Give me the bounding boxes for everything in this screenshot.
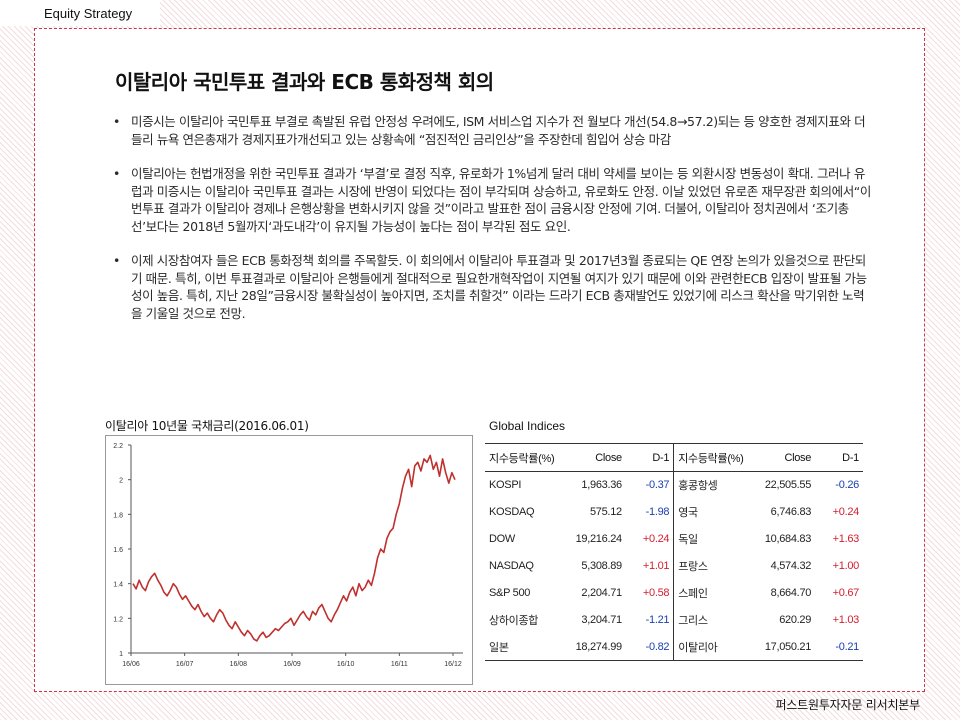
index-change: +1.01 bbox=[642, 560, 670, 572]
index-name: 독일 bbox=[673, 525, 751, 553]
index-name: 홍콩항셍 bbox=[673, 471, 751, 499]
x-tick-label: 16/11 bbox=[391, 661, 408, 668]
bullet-item: • 미증시는 이탈리아 국민투표 부결로 촉발된 유럽 안정성 우려에도, IS… bbox=[113, 113, 873, 148]
col-header-close: Close bbox=[561, 443, 626, 472]
global-indices-table: 지수등락률(%) Close D-1 지수등락률(%) Close D-1 KO… bbox=[485, 443, 863, 661]
col-header-close: Close bbox=[750, 443, 816, 472]
col-header-change: D-1 bbox=[815, 443, 863, 472]
index-change: +0.58 bbox=[642, 587, 670, 599]
col-header-name: 지수등락률(%) bbox=[485, 443, 562, 472]
index-change: +0.67 bbox=[832, 587, 860, 599]
x-tick-label: 16/06 bbox=[122, 661, 140, 668]
index-change: -0.26 bbox=[835, 479, 859, 492]
table-row: KOSDAQ 575.12 -1.98 영국 6,746.83 +0.24 bbox=[485, 498, 863, 526]
index-change: -0.37 bbox=[645, 479, 670, 492]
x-tick-label: 16/10 bbox=[337, 661, 355, 668]
index-close: 5,308.89 bbox=[581, 560, 622, 572]
index-name: S&P 500 bbox=[489, 587, 531, 599]
y-tick-label: 1.2 bbox=[113, 616, 123, 623]
table-title: Global Indices bbox=[489, 419, 566, 433]
index-close: 3,204.71 bbox=[581, 614, 622, 626]
chart-canvas: 1 1.2 1.4 1.6 1.8 2 2.2 16/06 16/07 16/08 16/09 16/… bbox=[105, 435, 473, 685]
index-change: +1.00 bbox=[832, 560, 860, 572]
index-close: 4,574.32 bbox=[770, 560, 812, 572]
table-row: DOW 19,216.24 +0.24 독일 10,684.83 +1.63 bbox=[485, 525, 863, 553]
footer-label: 퍼스트원투자자문 리서치본부 bbox=[775, 698, 920, 712]
index-name: DOW bbox=[489, 533, 515, 545]
page-title: 이탈리아 국민투표 결과와 ECB 통화정책 회의 bbox=[115, 70, 494, 94]
index-change: -1.98 bbox=[645, 506, 670, 518]
index-close: 17,050.21 bbox=[750, 633, 816, 661]
bond-yield-chart: 이탈리아 10년물 국채금리(2016.06.01) 1 1.2 1.4 1.6 1.8… bbox=[105, 417, 475, 689]
index-change: +0.24 bbox=[642, 533, 670, 545]
index-close: 2,204.71 bbox=[581, 587, 622, 599]
x-tick-label: 16/09 bbox=[283, 661, 301, 668]
y-tick-label: 2 bbox=[119, 478, 123, 485]
table-row: 일본 18,274.99 -0.82 이탈리아 17,050.21 -0.21 bbox=[485, 633, 863, 661]
y-tick-label: 1.8 bbox=[113, 512, 123, 519]
y-tick-label: 1.4 bbox=[113, 582, 123, 589]
index-close: 22,505.55 bbox=[764, 479, 812, 492]
index-close: 18,274.99 bbox=[561, 633, 626, 661]
index-close: 10,684.83 bbox=[764, 533, 812, 545]
index-close: 575.12 bbox=[589, 506, 622, 518]
index-name: 그리스 bbox=[673, 606, 751, 634]
table-header-row: 지수등락률(%) Close D-1 지수등락률(%) Close D-1 bbox=[485, 443, 863, 472]
index-name: 스페인 bbox=[673, 579, 751, 607]
index-name: NASDAQ bbox=[489, 560, 534, 572]
x-tick-label: 16/12 bbox=[444, 661, 462, 668]
bullet-item: • 이제 시장참여자 들은 ECB 통화정책 회의를 주목할듯. 이 회의에서 … bbox=[113, 252, 873, 322]
bullet-text: 미증시는 이탈리아 국민투표 부결로 촉발된 유럽 안정성 우려에도, ISM … bbox=[131, 114, 866, 147]
y-tick-label: 1 bbox=[119, 651, 123, 658]
index-name: 영국 bbox=[673, 498, 751, 526]
col-header-change: D-1 bbox=[625, 443, 674, 472]
index-close: 19,216.24 bbox=[575, 533, 623, 545]
index-change: -0.21 bbox=[815, 633, 863, 661]
index-name: KOSDAQ bbox=[489, 506, 535, 518]
bullet-list: • 미증시는 이탈리아 국민투표 부결로 촉발된 유럽 안정성 우려에도, IS… bbox=[113, 113, 873, 339]
col-header-name: 지수등락률(%) bbox=[673, 443, 751, 472]
x-tick-label: 16/07 bbox=[176, 661, 194, 668]
index-change: +1.03 bbox=[832, 614, 860, 626]
yield-series-line bbox=[132, 454, 456, 642]
table-row: 상하이종합 3,204.71 -1.21 그리스 620.29 +1.03 bbox=[485, 606, 863, 634]
index-name: 이탈리아 bbox=[673, 633, 751, 661]
index-close: 620.29 bbox=[779, 614, 812, 626]
index-name: KOSPI bbox=[489, 479, 522, 492]
chart-frame bbox=[105, 435, 473, 685]
bullet-item: • 이탈리아는 헌법개정을 위한 국민투표 결과가 ‘부결’로 결정 직후, 유… bbox=[113, 165, 873, 235]
bullet-dot-icon: • bbox=[113, 166, 120, 181]
bullet-dot-icon: • bbox=[113, 114, 120, 129]
index-change: +0.24 bbox=[832, 506, 860, 518]
bullet-text: 이제 시장참여자 들은 ECB 통화정책 회의를 주목할듯. 이 회의에서 이탈… bbox=[131, 253, 867, 321]
chart-title: 이탈리아 10년물 국채금리(2016.06.01) bbox=[105, 419, 309, 433]
index-name: 상하이종합 bbox=[489, 615, 539, 627]
y-tick-label: 2.2 bbox=[113, 443, 123, 450]
table-row: S&P 500 2,204.71 +0.58 스페인 8,664.70 +0.67 bbox=[485, 579, 863, 607]
table-row: KOSPI 1,963.36 -0.37 홍콩항셍 22,505.55 -0.26 bbox=[485, 471, 863, 499]
section-label: Equity Strategy bbox=[0, 0, 160, 26]
index-close: 8,664.70 bbox=[770, 587, 812, 599]
x-tick-label: 16/08 bbox=[230, 661, 248, 668]
global-indices-panel: Global Indices 지수등락률(%) Close D-1 지수등락률(… bbox=[485, 417, 865, 689]
table-body: KOSPI 1,963.36 -0.37 홍콩항셍 22,505.55 -0.26 KOSD… bbox=[485, 471, 863, 661]
y-tick-label: 1.6 bbox=[113, 547, 123, 554]
index-close: 1,963.36 bbox=[581, 479, 622, 492]
bullet-dot-icon: • bbox=[113, 253, 120, 268]
table-row: NASDAQ 5,308.89 +1.01 프랑스 4,574.32 +1.00 bbox=[485, 552, 863, 580]
index-name: 프랑스 bbox=[673, 552, 751, 580]
bullet-text: 이탈리아는 헌법개정을 위한 국민투표 결과가 ‘부결’로 결정 직후, 유로화… bbox=[131, 166, 871, 234]
content-frame: 이탈리아 국민투표 결과와 ECB 통화정책 회의 • 미증시는 이탈리아 국민… bbox=[34, 28, 925, 692]
index-change: -0.82 bbox=[625, 633, 674, 661]
index-name: 일본 bbox=[485, 633, 562, 661]
index-change: -1.21 bbox=[645, 614, 670, 626]
index-change: +1.63 bbox=[832, 533, 860, 545]
index-close: 6,746.83 bbox=[770, 506, 812, 518]
